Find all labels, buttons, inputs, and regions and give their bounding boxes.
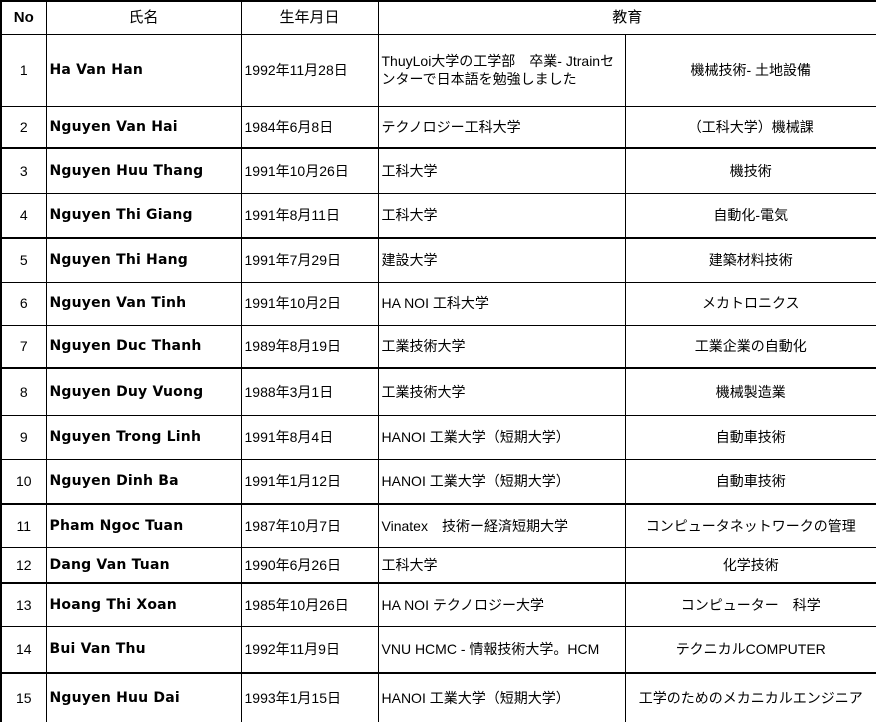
cell-dob: 1991年1月12日 xyxy=(240,458,379,505)
table-row: 11 Pham Ngoc Tuan 1987年10月7日 Vinatex 技術ー… xyxy=(0,503,876,548)
cell-major: 工業企業の自動化 xyxy=(624,324,876,369)
cell-dob: 1991年7月29日 xyxy=(240,237,379,283)
table-row: 8 Nguyen Duy Vuong 1988年3月1日 工業技術大学 機械製造… xyxy=(0,367,876,416)
cell-name: Nguyen Huu Dai xyxy=(45,672,242,722)
cell-school: テクノロジー工科大学 xyxy=(377,105,626,149)
cell-major: テクニカルCOMPUTER xyxy=(624,625,876,674)
cell-name: Bui Van Thu xyxy=(45,625,242,674)
cell-school: HA NOI テクノロジー大学 xyxy=(377,582,626,627)
cell-dob: 1991年10月2日 xyxy=(240,281,379,326)
table-row: 14 Bui Van Thu 1992年11月9日 VNU HCMC - 情報技… xyxy=(0,625,876,674)
cell-major: 機械技術- 土地設備 xyxy=(624,33,876,107)
cell-dob: 1991年8月11日 xyxy=(240,192,379,239)
cell-school: VNU HCMC - 情報技術大学。HCM xyxy=(377,625,626,674)
cell-name: Nguyen Van Tinh xyxy=(45,281,242,326)
header-name: 氏名 xyxy=(45,0,242,35)
cell-school: HA NOI 工科大学 xyxy=(377,281,626,326)
cell-name: Hoang Thi Xoan xyxy=(45,582,242,627)
cell-no: 12 xyxy=(0,546,47,584)
cell-major: コンピュータネットワークの管理 xyxy=(624,503,876,548)
table-row: 4 Nguyen Thi Giang 1991年8月11日 工科大学 自動化-電… xyxy=(0,192,876,239)
cell-major: 機技術 xyxy=(624,147,876,194)
cell-school: HANOI 工業大学（短期大学） xyxy=(377,414,626,460)
cell-name: Dang Van Tuan xyxy=(45,546,242,584)
cell-no: 3 xyxy=(0,147,47,194)
table-row: 15 Nguyen Huu Dai 1993年1月15日 HANOI 工業大学（… xyxy=(0,672,876,722)
cell-dob: 1991年10月26日 xyxy=(240,147,379,194)
cell-school: 工科大学 xyxy=(377,192,626,239)
table-header-row: No 氏名 生年月日 教育 xyxy=(0,0,876,35)
cell-name: Nguyen Trong Linh xyxy=(45,414,242,460)
cell-major: 工学のためのメカニカルエンジニア xyxy=(624,672,876,722)
cell-dob: 1992年11月9日 xyxy=(240,625,379,674)
cell-major: 自動車技術 xyxy=(624,458,876,505)
cell-major: 自動車技術 xyxy=(624,414,876,460)
cell-school: ThuyLoi大学の工学部 卒業- Jtrainセンターで日本語を勉強しました xyxy=(377,33,626,107)
cell-name: Pham Ngoc Tuan xyxy=(45,503,242,548)
header-education: 教育 xyxy=(377,0,876,35)
table-row: 7 Nguyen Duc Thanh 1989年8月19日 工業技術大学 工業企… xyxy=(0,324,876,369)
cell-dob: 1992年11月28日 xyxy=(240,33,379,107)
table-row: 13 Hoang Thi Xoan 1985年10月26日 HA NOI テクノ… xyxy=(0,582,876,627)
cell-no: 14 xyxy=(0,625,47,674)
cell-no: 11 xyxy=(0,503,47,548)
table-row: 9 Nguyen Trong Linh 1991年8月4日 HANOI 工業大学… xyxy=(0,414,876,460)
cell-name: Nguyen Duc Thanh xyxy=(45,324,242,369)
cell-dob: 1989年8月19日 xyxy=(240,324,379,369)
cell-no: 5 xyxy=(0,237,47,283)
cell-no: 4 xyxy=(0,192,47,239)
cell-school: 工業技術大学 xyxy=(377,367,626,416)
table-row: 3 Nguyen Huu Thang 1991年10月26日 工科大学 機技術 xyxy=(0,147,876,194)
cell-dob: 1984年6月8日 xyxy=(240,105,379,149)
cell-no: 2 xyxy=(0,105,47,149)
cell-no: 10 xyxy=(0,458,47,505)
table-row: 6 Nguyen Van Tinh 1991年10月2日 HA NOI 工科大学… xyxy=(0,281,876,326)
cell-school: HANOI 工業大学（短期大学） xyxy=(377,672,626,722)
cell-dob: 1987年10月7日 xyxy=(240,503,379,548)
cell-dob: 1988年3月1日 xyxy=(240,367,379,416)
cell-name: Nguyen Thi Hang xyxy=(45,237,242,283)
table-row: 10 Nguyen Dinh Ba 1991年1月12日 HANOI 工業大学（… xyxy=(0,458,876,505)
cell-major: コンピューター 科学 xyxy=(624,582,876,627)
cell-no: 1 xyxy=(0,33,47,107)
cell-dob: 1985年10月26日 xyxy=(240,582,379,627)
cell-dob: 1991年8月4日 xyxy=(240,414,379,460)
cell-name: Ha Van Han xyxy=(45,33,242,107)
cell-no: 6 xyxy=(0,281,47,326)
cell-no: 13 xyxy=(0,582,47,627)
cell-school: 建設大学 xyxy=(377,237,626,283)
cell-school: HANOI 工業大学（短期大学） xyxy=(377,458,626,505)
cell-dob: 1990年6月26日 xyxy=(240,546,379,584)
cell-school: 工業技術大学 xyxy=(377,324,626,369)
cell-major: （工科大学）機械課 xyxy=(624,105,876,149)
header-no: No xyxy=(0,0,47,35)
cell-name: Nguyen Huu Thang xyxy=(45,147,242,194)
header-dob: 生年月日 xyxy=(240,0,379,35)
table-row: 2 Nguyen Van Hai 1984年6月8日 テクノロジー工科大学 （工… xyxy=(0,105,876,149)
cell-major: 自動化-電気 xyxy=(624,192,876,239)
table-row: 12 Dang Van Tuan 1990年6月26日 工科大学 化学技術 xyxy=(0,546,876,584)
cell-major: 化学技術 xyxy=(624,546,876,584)
cell-school: 工科大学 xyxy=(377,546,626,584)
cell-no: 9 xyxy=(0,414,47,460)
cell-school: Vinatex 技術ー経済短期大学 xyxy=(377,503,626,548)
cell-major: 機械製造業 xyxy=(624,367,876,416)
table-row: 1 Ha Van Han 1992年11月28日 ThuyLoi大学の工学部 卒… xyxy=(0,33,876,107)
cell-school: 工科大学 xyxy=(377,147,626,194)
cell-no: 15 xyxy=(0,672,47,722)
cell-major: メカトロニクス xyxy=(624,281,876,326)
cell-name: Nguyen Dinh Ba xyxy=(45,458,242,505)
cell-dob: 1993年1月15日 xyxy=(240,672,379,722)
cell-no: 8 xyxy=(0,367,47,416)
cell-major: 建築材料技術 xyxy=(624,237,876,283)
cell-no: 7 xyxy=(0,324,47,369)
cell-name: Nguyen Duy Vuong xyxy=(45,367,242,416)
cell-name: Nguyen Thi Giang xyxy=(45,192,242,239)
cell-name: Nguyen Van Hai xyxy=(45,105,242,149)
table-row: 5 Nguyen Thi Hang 1991年7月29日 建設大学 建築材料技術 xyxy=(0,237,876,283)
